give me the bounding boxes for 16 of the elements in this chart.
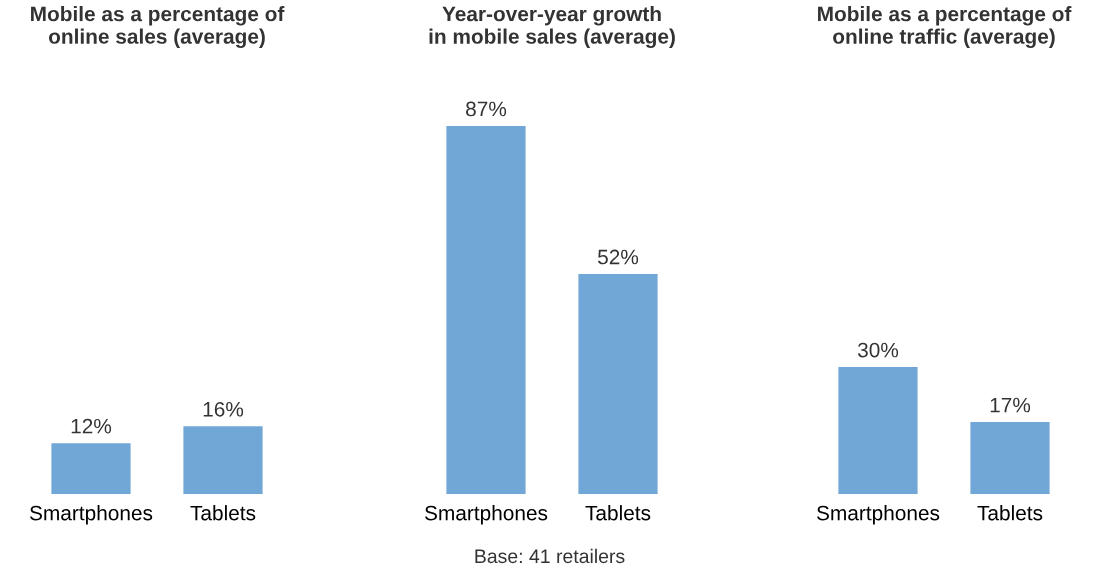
data-label: 87% bbox=[466, 101, 507, 117]
data-label: 16% bbox=[203, 401, 244, 417]
text: Base: 41 retailers bbox=[475, 548, 625, 564]
x-tick-label: Smartphones bbox=[425, 505, 548, 525]
data-label: 12% bbox=[71, 418, 112, 434]
x-tick-label: Tablets bbox=[190, 505, 256, 521]
x-tick-label: Smartphones bbox=[817, 505, 940, 525]
chart-title: Mobile as a percentage of online sales (average) bbox=[31, 6, 285, 49]
data-label: 30% bbox=[857, 342, 899, 358]
data-label: 52% bbox=[597, 249, 639, 265]
chart-title: Year-over-year growth in mobile sales (average) bbox=[429, 6, 675, 49]
x-tick-label: Smartphones bbox=[30, 505, 153, 525]
chart-title: Mobile as a percentage of online traffic (average) bbox=[818, 6, 1072, 49]
x-tick-label: Tablets bbox=[585, 505, 651, 521]
data-label: 17% bbox=[990, 397, 1031, 413]
x-tick-label: Tablets bbox=[977, 505, 1043, 521]
